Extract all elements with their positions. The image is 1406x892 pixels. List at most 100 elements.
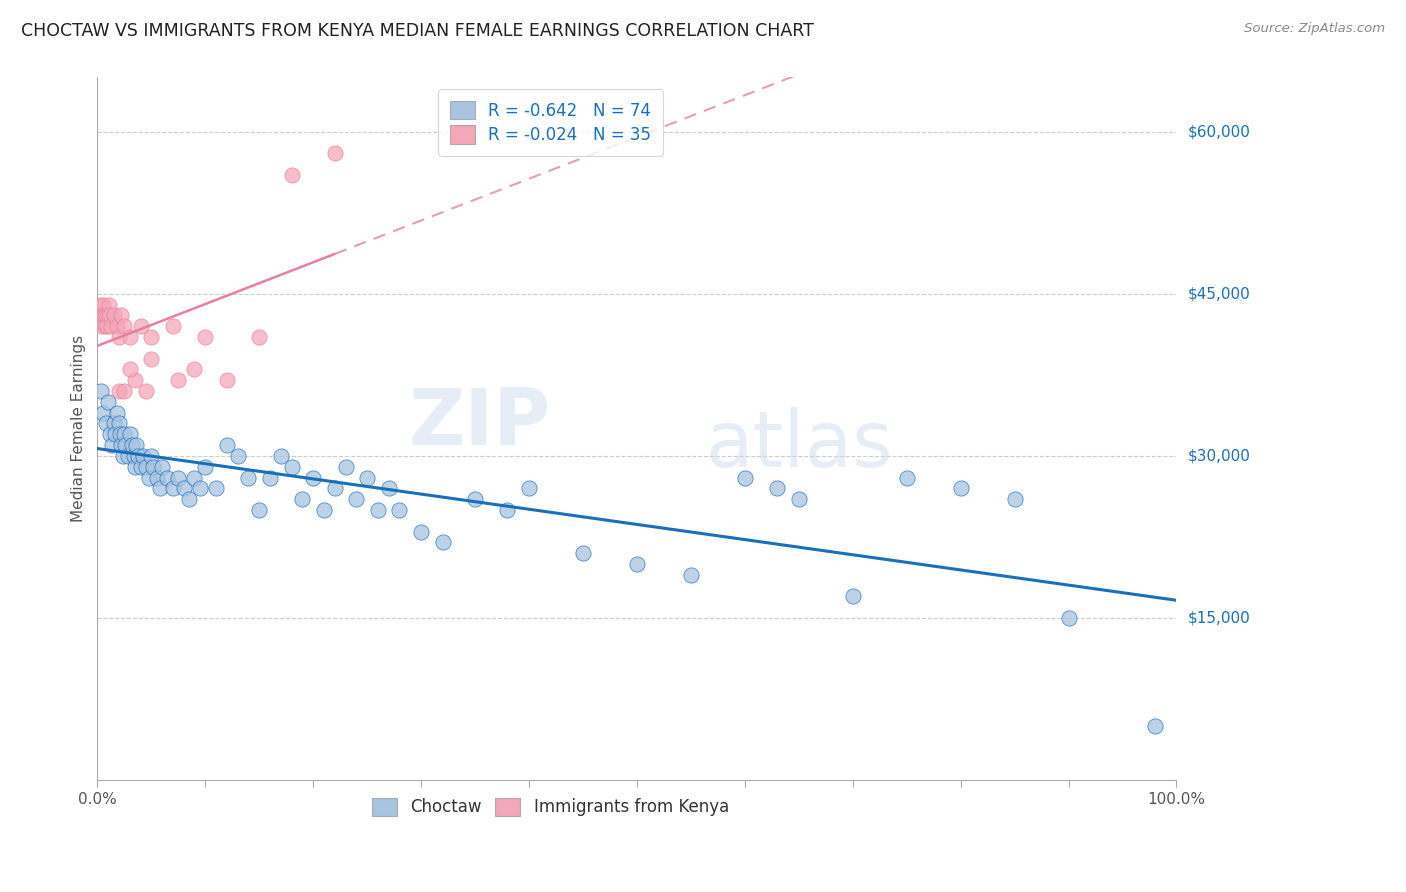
Point xyxy=(183,470,205,484)
Point xyxy=(135,459,157,474)
Point xyxy=(98,297,121,311)
Point xyxy=(377,481,399,495)
Point xyxy=(98,427,121,442)
Point xyxy=(323,146,346,161)
Point xyxy=(949,481,972,495)
Point xyxy=(162,481,184,495)
Text: $15,000: $15,000 xyxy=(1188,611,1250,625)
Point xyxy=(89,297,111,311)
Point xyxy=(270,449,292,463)
Point xyxy=(87,309,110,323)
Point xyxy=(101,438,124,452)
Point xyxy=(125,438,148,452)
Point xyxy=(356,470,378,484)
Point xyxy=(112,449,135,463)
Point xyxy=(572,546,595,560)
Text: $45,000: $45,000 xyxy=(1188,286,1250,301)
Point xyxy=(280,168,302,182)
Point xyxy=(112,427,135,442)
Legend: Choctaw, Immigrants from Kenya: Choctaw, Immigrants from Kenya xyxy=(364,789,737,825)
Point xyxy=(312,503,335,517)
Point xyxy=(108,330,131,344)
Point xyxy=(94,309,117,323)
Point xyxy=(194,459,217,474)
Point xyxy=(91,297,114,311)
Point xyxy=(118,362,141,376)
Point xyxy=(259,470,281,484)
Text: $60,000: $60,000 xyxy=(1188,124,1250,139)
Point xyxy=(344,492,367,507)
Point xyxy=(142,459,165,474)
Point xyxy=(432,535,454,549)
Point xyxy=(118,330,141,344)
Point xyxy=(105,319,128,334)
Point xyxy=(97,394,120,409)
Point xyxy=(135,384,157,398)
Point xyxy=(124,373,146,387)
Point xyxy=(1004,492,1026,507)
Text: ZIP: ZIP xyxy=(408,385,551,461)
Point xyxy=(409,524,432,539)
Point xyxy=(94,319,117,334)
Point xyxy=(626,557,648,571)
Point xyxy=(302,470,325,484)
Point xyxy=(162,319,184,334)
Point xyxy=(280,459,302,474)
Point xyxy=(156,470,179,484)
Point xyxy=(226,449,249,463)
Point xyxy=(110,438,132,452)
Point xyxy=(841,590,863,604)
Point xyxy=(787,492,810,507)
Point xyxy=(90,319,112,334)
Text: Source: ZipAtlas.com: Source: ZipAtlas.com xyxy=(1244,22,1385,36)
Point xyxy=(464,492,486,507)
Point xyxy=(323,481,346,495)
Point xyxy=(124,459,146,474)
Point xyxy=(141,330,163,344)
Point xyxy=(114,438,136,452)
Point xyxy=(122,449,145,463)
Point xyxy=(167,373,190,387)
Point xyxy=(177,492,200,507)
Point xyxy=(138,470,160,484)
Point xyxy=(335,459,357,474)
Text: $30,000: $30,000 xyxy=(1188,449,1250,464)
Point xyxy=(93,309,115,323)
Point xyxy=(388,503,411,517)
Point xyxy=(173,481,195,495)
Point xyxy=(215,438,238,452)
Point xyxy=(121,438,143,452)
Y-axis label: Median Female Earnings: Median Female Earnings xyxy=(72,335,86,523)
Point xyxy=(183,362,205,376)
Point xyxy=(215,373,238,387)
Point xyxy=(291,492,314,507)
Point xyxy=(108,427,131,442)
Point xyxy=(104,427,127,442)
Point xyxy=(679,567,702,582)
Point xyxy=(129,319,152,334)
Point xyxy=(145,470,167,484)
Point xyxy=(247,330,270,344)
Point xyxy=(112,384,135,398)
Point xyxy=(103,309,125,323)
Point xyxy=(98,309,121,323)
Point xyxy=(108,417,131,431)
Text: CHOCTAW VS IMMIGRANTS FROM KENYA MEDIAN FEMALE EARNINGS CORRELATION CHART: CHOCTAW VS IMMIGRANTS FROM KENYA MEDIAN … xyxy=(21,22,814,40)
Point xyxy=(103,417,125,431)
Point xyxy=(238,470,260,484)
Point xyxy=(188,481,211,495)
Point xyxy=(367,503,389,517)
Point xyxy=(112,319,135,334)
Point xyxy=(90,309,112,323)
Point xyxy=(108,384,131,398)
Point xyxy=(734,470,756,484)
Point xyxy=(129,459,152,474)
Point xyxy=(167,470,190,484)
Point xyxy=(205,481,228,495)
Point xyxy=(194,330,217,344)
Point xyxy=(247,503,270,517)
Point xyxy=(91,406,114,420)
Point xyxy=(1143,719,1166,733)
Point xyxy=(141,449,163,463)
Point xyxy=(131,449,153,463)
